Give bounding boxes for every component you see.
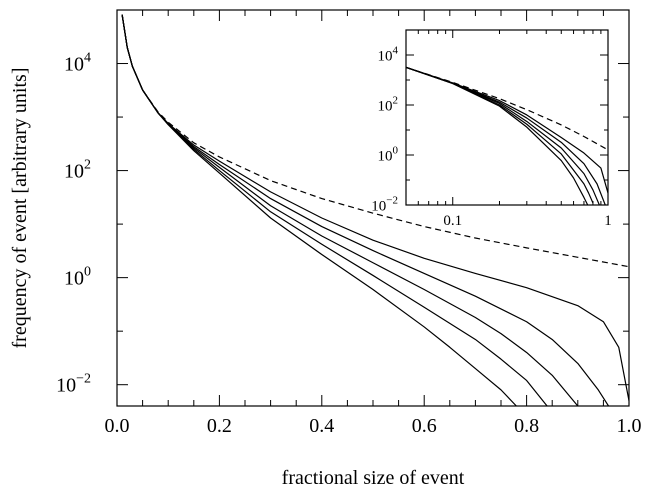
inset-y-tick-label: 102 [378, 95, 399, 115]
inset-y-tick-label: 104 [378, 45, 399, 65]
main-x-tick-label: 0.4 [309, 415, 334, 437]
inset-y-tick-label: 100 [378, 145, 399, 165]
main-series-line-5 [121, 14, 517, 406]
main-x-tick-label: 0.8 [514, 415, 539, 437]
main-x-tick-label: 0.2 [207, 415, 232, 437]
inset-series-line-5 [406, 66, 589, 205]
inset-x-tick-label: 1 [604, 213, 612, 229]
main-y-tick-label: 104 [64, 51, 91, 76]
inset-series-line-0 [406, 66, 608, 151]
main-y-tick-label: 10−2 [56, 372, 91, 397]
inset-y-tick-label: 10−2 [371, 195, 398, 215]
main-x-tick-label: 0.0 [105, 415, 130, 437]
y-axis-label: frequency of event [arbitrary units] [9, 68, 31, 349]
main-x-tick-label: 1.0 [617, 415, 642, 437]
main-y-tick-label: 100 [64, 265, 91, 290]
x-axis-label: fractional size of event [282, 467, 465, 489]
inset-plot-frame [405, 29, 609, 206]
inset-x-tick-label: 0.1 [443, 213, 462, 229]
main-x-tick-label: 0.6 [412, 415, 437, 437]
main-y-tick-label: 102 [64, 158, 91, 183]
